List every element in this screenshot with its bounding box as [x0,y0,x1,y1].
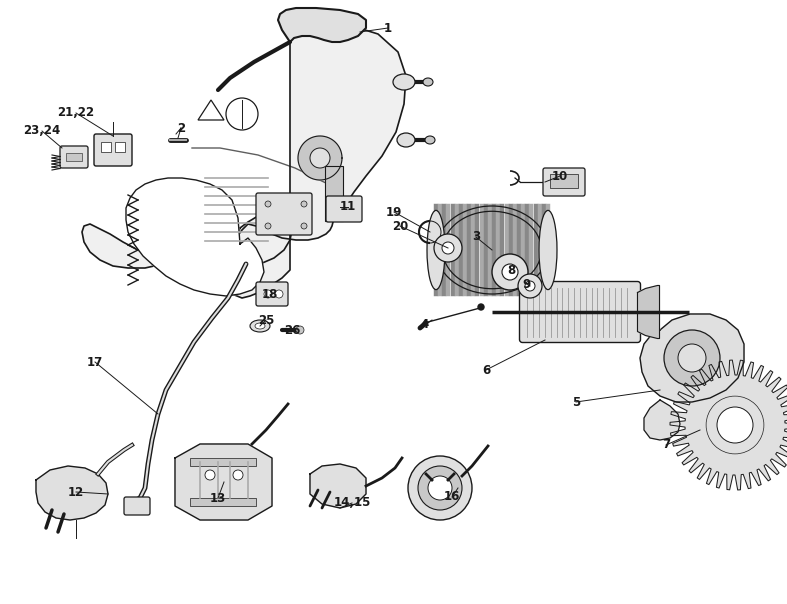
Circle shape [296,326,304,334]
Circle shape [265,201,271,207]
Circle shape [310,148,330,168]
Text: 21,22: 21,22 [57,106,94,120]
Bar [190,458,256,466]
Ellipse shape [393,74,415,90]
Text: 13: 13 [210,492,226,504]
Circle shape [418,466,462,510]
Text: 11: 11 [340,201,357,213]
Text: 19: 19 [386,205,402,219]
Circle shape [442,242,454,254]
Circle shape [226,98,258,130]
Ellipse shape [539,210,557,289]
Text: 23,24: 23,24 [24,124,61,138]
Text: 4: 4 [421,318,429,332]
FancyBboxPatch shape [60,146,88,168]
Text: 16: 16 [444,490,460,504]
Polygon shape [278,8,366,42]
Polygon shape [637,286,660,338]
Text: 6: 6 [482,364,490,376]
Circle shape [717,407,753,443]
Circle shape [525,281,535,291]
Circle shape [428,476,452,500]
Text: 18: 18 [262,289,278,301]
Text: 10: 10 [552,170,568,182]
Bar [325,166,343,221]
Circle shape [265,223,271,229]
Text: 9: 9 [523,277,531,291]
Polygon shape [298,136,342,180]
Text: 14,15: 14,15 [334,496,371,510]
FancyBboxPatch shape [124,497,150,515]
Bar [550,174,578,188]
Circle shape [678,344,706,372]
FancyBboxPatch shape [543,168,585,196]
Ellipse shape [255,323,265,329]
FancyBboxPatch shape [519,281,641,342]
Polygon shape [310,464,366,508]
Circle shape [408,456,472,520]
Polygon shape [198,100,224,120]
Circle shape [492,254,528,290]
Polygon shape [670,360,787,490]
Circle shape [434,234,462,262]
Circle shape [301,201,307,207]
Circle shape [502,264,518,280]
Text: 2: 2 [177,121,185,135]
Text: 1: 1 [384,22,392,34]
Text: 7: 7 [662,439,670,452]
Bar [101,142,111,152]
Text: 25: 25 [258,313,274,327]
Ellipse shape [427,210,445,289]
Polygon shape [640,314,744,402]
Circle shape [264,290,272,298]
Text: 26: 26 [284,324,300,336]
Text: 20: 20 [392,219,408,233]
Circle shape [478,304,484,310]
FancyBboxPatch shape [256,282,288,306]
Bar [115,142,125,152]
Polygon shape [36,466,108,520]
Circle shape [205,470,215,480]
Circle shape [233,470,243,480]
Bar [66,153,82,161]
Ellipse shape [425,136,435,144]
FancyBboxPatch shape [256,193,312,235]
Ellipse shape [423,78,433,86]
Text: 3: 3 [472,231,480,243]
FancyBboxPatch shape [326,196,362,222]
Polygon shape [82,214,292,270]
Text: 12: 12 [68,486,84,498]
Polygon shape [175,444,272,520]
Polygon shape [644,400,680,440]
Circle shape [301,223,307,229]
Text: 17: 17 [87,356,103,368]
Bar [190,498,256,506]
Polygon shape [225,26,406,298]
Ellipse shape [250,320,270,332]
Text: 8: 8 [507,263,515,277]
Circle shape [518,274,542,298]
Text: 5: 5 [572,396,580,408]
Ellipse shape [397,133,415,147]
FancyBboxPatch shape [94,134,132,166]
Circle shape [275,290,283,298]
Circle shape [664,330,720,386]
Polygon shape [126,178,264,296]
